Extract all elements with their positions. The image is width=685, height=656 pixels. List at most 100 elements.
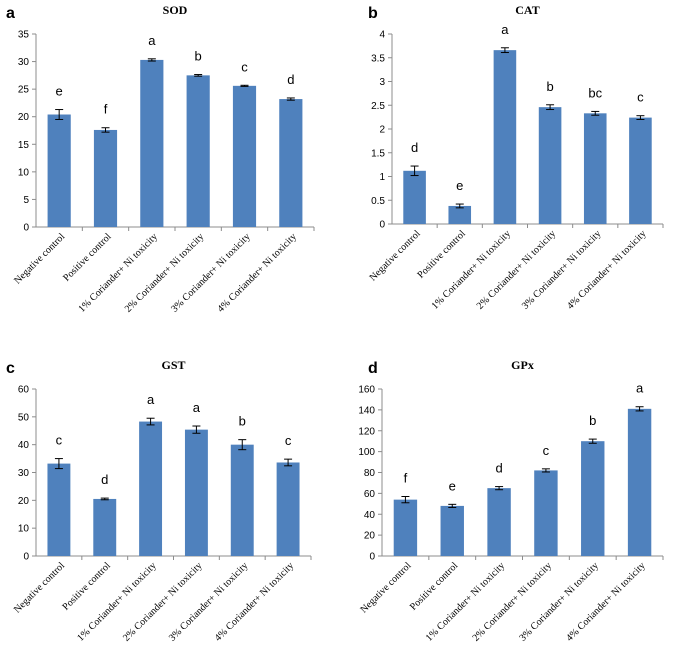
significance-letter: d bbox=[495, 461, 502, 476]
x-category-label: 4% Coriander+ Ni toxicity bbox=[564, 560, 647, 643]
bar bbox=[448, 205, 472, 224]
y-tick-label: 20 bbox=[18, 112, 30, 123]
significance-letter: a bbox=[501, 22, 509, 37]
y-tick-label: 40 bbox=[364, 510, 376, 521]
significance-letter: c bbox=[543, 443, 550, 458]
error-bar bbox=[146, 417, 155, 426]
error-bar bbox=[500, 47, 509, 54]
x-category-label: 3% Coriander+ Ni toxicity bbox=[169, 231, 252, 314]
bar bbox=[493, 50, 517, 225]
error-bar bbox=[55, 109, 64, 120]
error-bar bbox=[455, 203, 464, 209]
error-bar bbox=[410, 165, 419, 177]
x-category-label: Positive control bbox=[408, 560, 461, 613]
bar bbox=[186, 75, 210, 227]
bar bbox=[581, 441, 605, 556]
bar bbox=[47, 114, 71, 227]
y-tick-label: 50 bbox=[18, 412, 30, 423]
chart-title: CAT bbox=[515, 3, 539, 17]
error-bar bbox=[54, 458, 63, 470]
significance-letter: a bbox=[147, 392, 155, 407]
bar bbox=[276, 462, 300, 556]
chart-panel-a: a SOD 0 5 10 15 20 25 30 35 e Negative control f Posi… bbox=[6, 3, 315, 315]
bar bbox=[534, 470, 558, 556]
error-bar bbox=[286, 97, 295, 101]
significance-letter: b bbox=[546, 79, 553, 94]
y-tick-label: 3.5 bbox=[371, 53, 385, 64]
y-tick-label: 10 bbox=[18, 524, 30, 535]
bar bbox=[93, 498, 117, 556]
y-tick-label: 35 bbox=[18, 30, 30, 41]
significance-letter: b bbox=[239, 414, 246, 429]
error-bar bbox=[495, 486, 504, 491]
bar bbox=[403, 170, 426, 224]
y-tick-label: 20 bbox=[364, 531, 376, 542]
x-category-label: Negative control bbox=[12, 231, 67, 286]
significance-letter: f bbox=[404, 471, 408, 486]
x-category-label: 2% Coriander+ Ni toxicity bbox=[475, 228, 558, 311]
y-tick-label: 60 bbox=[18, 385, 30, 396]
significance-letter: d bbox=[101, 472, 108, 487]
y-tick-label: 140 bbox=[358, 405, 375, 416]
bar bbox=[93, 129, 118, 227]
y-tick-label: 100 bbox=[358, 447, 375, 458]
x-category-label: Negative control bbox=[12, 560, 67, 615]
x-category-label: 4% Coriander+ Ni toxicity bbox=[213, 560, 296, 643]
y-tick-label: 120 bbox=[358, 426, 375, 437]
y-tick-label: 0.5 bbox=[371, 196, 385, 207]
y-tick-label: 0 bbox=[379, 220, 385, 231]
bar bbox=[627, 408, 652, 556]
x-category-label: Positive control bbox=[61, 231, 114, 284]
significance-letter: c bbox=[56, 433, 63, 448]
bar bbox=[184, 429, 208, 556]
error-bar bbox=[101, 127, 110, 133]
y-tick-label: 2 bbox=[379, 125, 385, 136]
significance-letter: e bbox=[456, 178, 463, 193]
panel-letter: b bbox=[368, 5, 378, 22]
bar bbox=[47, 463, 71, 556]
y-tick-label: 25 bbox=[18, 85, 30, 96]
significance-letter: b bbox=[195, 49, 202, 64]
significance-letter: bc bbox=[588, 85, 602, 100]
significance-letter: c bbox=[637, 90, 644, 105]
significance-letter: e bbox=[449, 478, 456, 493]
y-tick-label: 1.5 bbox=[371, 148, 385, 159]
chart-title: GPx bbox=[511, 358, 534, 372]
bar bbox=[140, 59, 164, 227]
y-tick-label: 2.5 bbox=[371, 101, 385, 112]
error-bar bbox=[401, 496, 410, 504]
bar bbox=[440, 505, 464, 556]
y-tick-label: 0 bbox=[369, 552, 375, 563]
x-category-label: Negative control bbox=[358, 560, 413, 615]
significance-letter: d bbox=[411, 140, 418, 155]
y-tick-label: 5 bbox=[23, 195, 29, 206]
y-tick-label: 80 bbox=[364, 468, 376, 479]
significance-letter: a bbox=[636, 381, 644, 396]
error-bar bbox=[194, 74, 203, 77]
bar bbox=[393, 499, 418, 556]
significance-letter: d bbox=[287, 72, 294, 87]
significance-letter: c bbox=[241, 59, 248, 74]
x-category-label: 2% Coriander+ Ni toxicity bbox=[121, 560, 204, 643]
x-category-label: 4% Coriander+ Ni toxicity bbox=[565, 228, 648, 311]
error-bar bbox=[192, 425, 201, 434]
error-bar bbox=[284, 458, 293, 467]
y-tick-label: 15 bbox=[18, 140, 30, 151]
x-category-label: Negative control bbox=[368, 228, 423, 283]
error-bar bbox=[240, 84, 249, 87]
significance-letter: e bbox=[56, 84, 63, 99]
error-bar bbox=[588, 438, 597, 444]
significance-letter: c bbox=[285, 433, 292, 448]
error-bar bbox=[635, 406, 644, 412]
y-tick-label: 30 bbox=[18, 468, 30, 479]
bar bbox=[538, 107, 562, 224]
y-tick-label: 0 bbox=[23, 552, 29, 563]
significance-letter: f bbox=[104, 102, 108, 117]
error-bar bbox=[147, 58, 156, 62]
bar bbox=[629, 117, 652, 224]
error-bar bbox=[636, 115, 645, 120]
